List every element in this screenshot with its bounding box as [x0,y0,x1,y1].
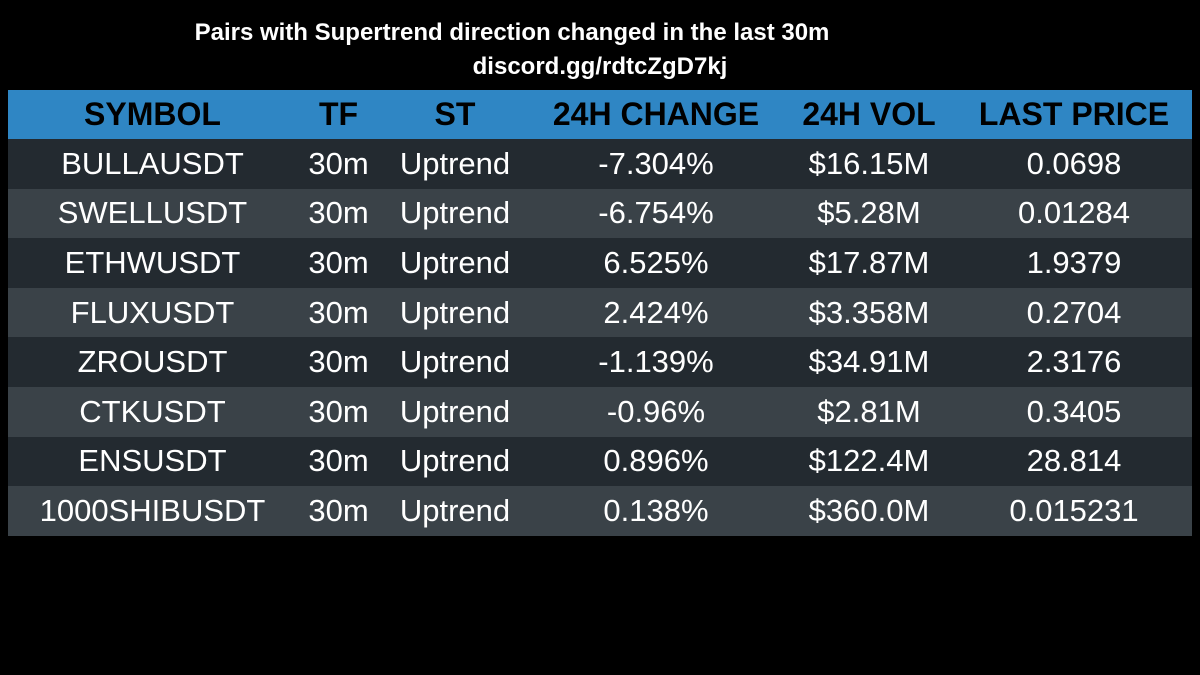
column-header: TF [318,96,359,132]
table-cell: -1.139% [598,344,714,380]
table-cell: $16.15M [808,145,930,181]
table-cell: 1000SHIBUSDT [39,492,266,528]
table-cell: 30m [308,393,369,429]
title: Pairs with Supertrend direction changed … [194,19,830,46]
table-cell: 30m [308,344,369,380]
table-row: CTKUSDT 30m Uptrend -0.96% $2.81M 0.3405 [8,386,1192,437]
table-cell: $17.87M [808,244,930,280]
table-cell: BULLAUSDT [61,145,244,181]
table-cell: 0.896% [603,443,709,479]
table-cell: 0.0698 [1026,145,1122,181]
table-row: SWELLUSDT 30m Uptrend -6.754% $5.28M 0.01284 [8,188,1192,239]
table-cell: ZROUSDT [77,344,228,380]
pairs-table: SYMBOL TF ST 24H CHANGE 24H VOL LAST PRICE BU… [8,90,1192,536]
table-cell: 1.9379 [1026,244,1122,280]
table-row: ENSUSDT 30m Uptrend 0.896% $122.4M 28.814 [8,436,1192,487]
table-cell: 0.3405 [1026,393,1122,429]
header-row: SYMBOL TF ST 24H CHANGE 24H VOL LAST PRICE [8,90,1192,139]
table-cell: 0.015231 [1009,492,1139,528]
subtitle: discord.gg/rdtcZgD7kj [472,53,728,80]
table-row: ZROUSDT 30m Uptrend -1.139% $34.91M 2.3176 [8,337,1192,387]
column-header: LAST PRICE [978,96,1170,132]
table-body: BULLAUSDT 30m Uptrend -7.304% $16.15M 0.0698 S… [8,139,1192,536]
table-cell: Uptrend [399,393,511,429]
table-cell: 2.3176 [1026,344,1122,380]
table-cell: 28.814 [1026,443,1122,479]
table-cell: Uptrend [399,443,511,479]
table-cell: Uptrend [399,492,511,528]
table-cell: 30m [308,294,369,330]
column-header: SYMBOL [84,96,221,132]
table-cell: Uptrend [399,244,511,280]
table-cell: 30m [308,195,369,231]
table-row: BULLAUSDT 30m Uptrend -7.304% $16.15M 0.0698 [8,139,1192,189]
table-cell: $5.28M [817,195,921,231]
column-header: 24H CHANGE [552,96,760,132]
table-cell: -6.754% [598,195,714,231]
table-row: ETHWUSDT 30m Uptrend 6.525% $17.87M 1.9379 [8,238,1192,288]
table-cell: $3.358M [808,294,930,330]
table-cell: Uptrend [399,344,511,380]
table-cell: ETHWUSDT [64,244,241,280]
table-cell: 6.525% [603,244,709,280]
table-header: SYMBOL TF ST 24H CHANGE 24H VOL LAST PRICE [8,90,1192,139]
table-cell: Uptrend [399,195,511,231]
table-cell: Uptrend [399,145,511,181]
table-cell: Uptrend [399,294,511,330]
table-row: 1000SHIBUSDT 30m Uptrend 0.138% $360.0M 0.015… [8,486,1192,536]
table-cell: $34.91M [808,344,930,380]
table-cell: SWELLUSDT [57,195,248,231]
table-cell: $360.0M [808,492,930,528]
table-cell: 0.2704 [1026,294,1122,330]
table-cell: 30m [308,492,369,528]
table-cell: 30m [308,443,369,479]
column-header: 24H VOL [802,96,936,132]
table-cell: 0.138% [603,492,709,528]
table-cell: 30m [308,244,369,280]
column-header: ST [434,96,476,132]
table-row: FLUXUSDT 30m Uptrend 2.424% $3.358M 0.2704 [8,287,1192,338]
table-cell: CTKUSDT [79,393,226,429]
table-cell: 30m [308,145,369,181]
table-cell: $122.4M [808,443,930,479]
table-cell: -7.304% [598,145,714,181]
table-cell: ENSUSDT [78,443,227,479]
table-cell: FLUXUSDT [70,294,235,330]
table-cell: 0.01284 [1017,195,1131,231]
table-cell: $2.81M [817,393,921,429]
table-cell: -0.96% [606,393,706,429]
table-cell: 2.424% [603,294,709,330]
